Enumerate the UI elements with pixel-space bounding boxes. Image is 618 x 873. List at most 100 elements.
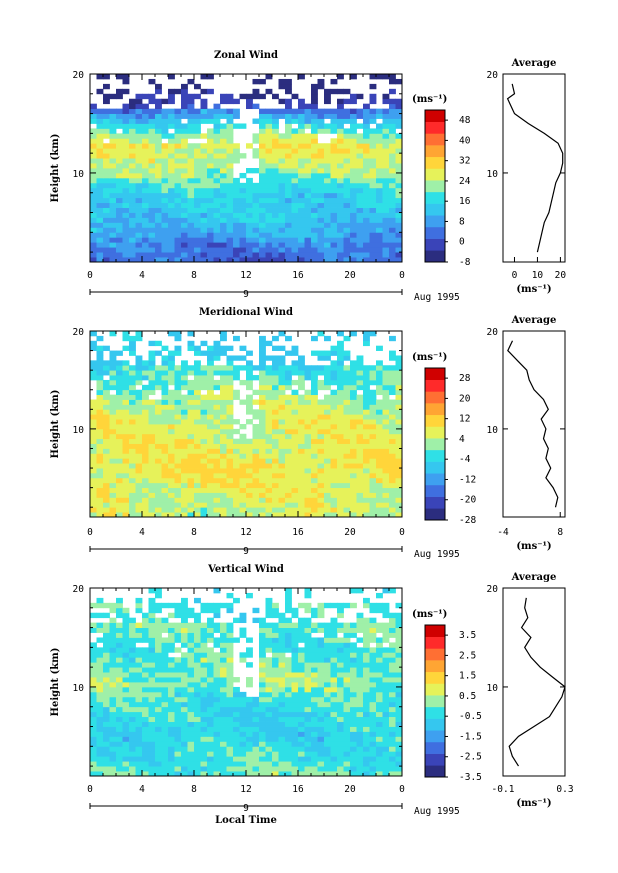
heatmap-cell	[142, 443, 149, 449]
heatmap-cell	[343, 632, 351, 638]
heatmap-cell	[389, 453, 396, 459]
heatmap-cell	[200, 622, 208, 628]
heatmap-cell	[363, 335, 370, 342]
heatmap-cell	[116, 468, 123, 474]
heatmap-cell	[90, 375, 97, 381]
heatmap-cell	[116, 696, 123, 703]
heatmap-cell	[395, 492, 403, 498]
heatmap-cell	[161, 153, 169, 159]
heatmap-cell	[103, 108, 110, 114]
heatmap-cell	[148, 677, 156, 683]
heatmap-cell	[148, 701, 156, 708]
heatmap-cell	[291, 652, 299, 658]
heatmap-cell	[304, 192, 312, 199]
heatmap-cell	[226, 379, 234, 386]
heatmap-cell	[272, 379, 279, 386]
heatmap-cell	[298, 477, 305, 484]
heatmap-cell	[350, 602, 357, 609]
heatmap-cell	[109, 113, 117, 119]
heatmap-cell	[298, 247, 305, 253]
heatmap-cell	[148, 177, 156, 184]
heatmap-cell	[168, 612, 175, 619]
heatmap-cell	[226, 632, 234, 638]
heatmap-cell	[116, 477, 123, 484]
heatmap-cell	[324, 187, 331, 194]
heatmap-cell	[90, 512, 97, 518]
heatmap-cell	[220, 414, 227, 420]
heatmap-cell	[324, 158, 331, 164]
heatmap-cell	[142, 458, 149, 464]
heatmap-cell	[161, 497, 169, 503]
heatmap-cell	[187, 419, 195, 425]
heatmap-cell	[330, 657, 338, 663]
date-label: Aug 1995	[414, 549, 460, 560]
heatmap-cell	[395, 409, 403, 415]
heatmap-cell	[96, 207, 104, 213]
heatmap-cell	[161, 602, 169, 609]
heatmap-cell	[337, 428, 344, 435]
heatmap-cell	[350, 468, 357, 474]
heatmap-cell	[272, 222, 279, 228]
heatmap-cell	[376, 375, 383, 381]
heatmap-cell	[278, 706, 286, 713]
heatmap-cell	[181, 384, 188, 391]
heatmap-cell	[356, 617, 364, 624]
heatmap-cell	[129, 433, 136, 440]
heatmap-cell	[122, 672, 130, 678]
heatmap-cell	[395, 197, 403, 204]
heatmap-cell	[369, 766, 377, 772]
heatmap-cell	[174, 726, 182, 732]
heatmap-cell	[285, 686, 292, 693]
heatmap-cell	[207, 138, 214, 144]
heatmap-cell	[369, 207, 377, 213]
average-frame	[502, 73, 566, 263]
heatmap-cell	[96, 662, 104, 668]
heatmap-cell	[324, 771, 331, 777]
heatmap-cell	[265, 612, 273, 619]
heatmap-cell	[363, 108, 370, 114]
heatmap-cell	[311, 399, 318, 405]
heatmap-cell	[239, 247, 247, 253]
heatmap-cell	[220, 602, 227, 609]
heatmap-cell	[239, 468, 247, 474]
heatmap-cell	[330, 652, 338, 658]
heatmap-cell	[135, 492, 143, 498]
panel-title: Meridional Wind	[199, 307, 293, 318]
heatmap-cell	[311, 691, 318, 698]
heatmap-cell	[207, 771, 214, 777]
heatmap-cell	[272, 242, 279, 248]
heatmap-cell	[135, 448, 143, 454]
heatmap-cell	[207, 726, 214, 732]
heatmap-cell	[109, 197, 117, 204]
heatmap-cell	[291, 761, 299, 767]
heatmap-cell	[213, 409, 221, 415]
heatmap-cell	[220, 113, 227, 119]
heatmap-cell	[239, 502, 247, 508]
heatmap-cell	[382, 487, 390, 493]
heatmap-cell	[363, 128, 370, 134]
heatmap-cell	[259, 379, 266, 386]
heatmap-cell	[122, 163, 130, 169]
heatmap-cell	[207, 706, 214, 713]
heatmap-cell	[155, 741, 162, 747]
heatmap-cell	[350, 438, 357, 444]
heatmap-cell	[337, 472, 344, 479]
heatmap-cell	[122, 88, 130, 95]
heatmap-cell	[285, 672, 292, 678]
heatmap-cell	[337, 252, 344, 258]
heatmap-cell	[337, 602, 344, 609]
heatmap-cell	[278, 409, 286, 415]
heatmap-cell	[343, 691, 351, 698]
heatmap-cell	[389, 662, 396, 668]
heatmap-cell	[272, 463, 279, 469]
heatmap-cell	[129, 741, 136, 747]
x-tick-label: 4	[139, 784, 145, 795]
heatmap-cell	[304, 507, 312, 513]
heatmap-cell	[148, 172, 156, 179]
heatmap-cell	[265, 108, 273, 114]
heatmap-cell	[142, 746, 149, 752]
heatmap-cell	[330, 667, 338, 673]
heatmap-cell	[168, 192, 175, 199]
heatmap-cell	[376, 686, 383, 693]
heatmap-cell	[226, 384, 234, 391]
